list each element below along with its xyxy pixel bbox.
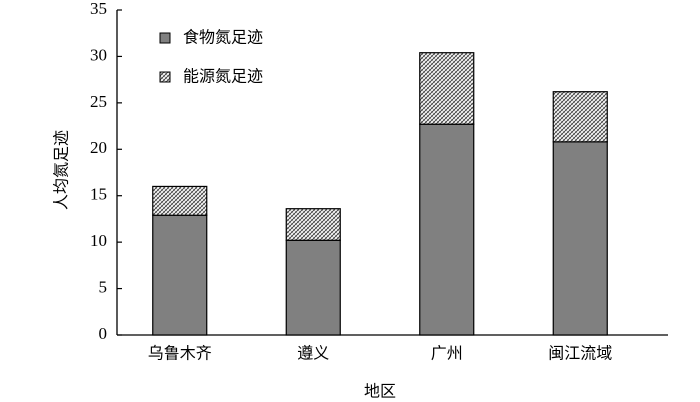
legend-swatch (159, 32, 171, 44)
y-axis-label: 人均氮足迹 (52, 130, 71, 210)
y-tick-label: 35 (90, 0, 107, 18)
bar-segment (152, 214, 208, 336)
x-tick-label: 闽江流域 (548, 344, 612, 363)
bar-segment (552, 91, 608, 143)
legend-label: 能源氮足迹 (183, 67, 263, 86)
bar-segment (419, 123, 475, 336)
y-tick-label: 15 (90, 185, 107, 204)
y-tick-label: 5 (99, 277, 108, 296)
x-tick-label: 广州 (431, 344, 463, 363)
y-tick-label: 10 (90, 231, 107, 250)
bar-segment (152, 185, 208, 216)
bar-segment (552, 141, 608, 336)
bar-segment (285, 208, 341, 241)
x-tick-label: 乌鲁木齐 (148, 344, 212, 363)
y-tick-label: 0 (99, 324, 108, 343)
legend-label: 食物氮足迹 (183, 28, 263, 47)
y-tick-label: 30 (90, 45, 107, 64)
y-tick-label: 25 (90, 92, 107, 111)
bar-segment (419, 52, 475, 125)
bar-segment (285, 239, 341, 336)
x-axis-label: 地区 (364, 382, 396, 401)
x-tick-label: 遵义 (297, 344, 329, 363)
legend-swatch (159, 71, 171, 83)
y-tick-label: 20 (90, 138, 107, 157)
